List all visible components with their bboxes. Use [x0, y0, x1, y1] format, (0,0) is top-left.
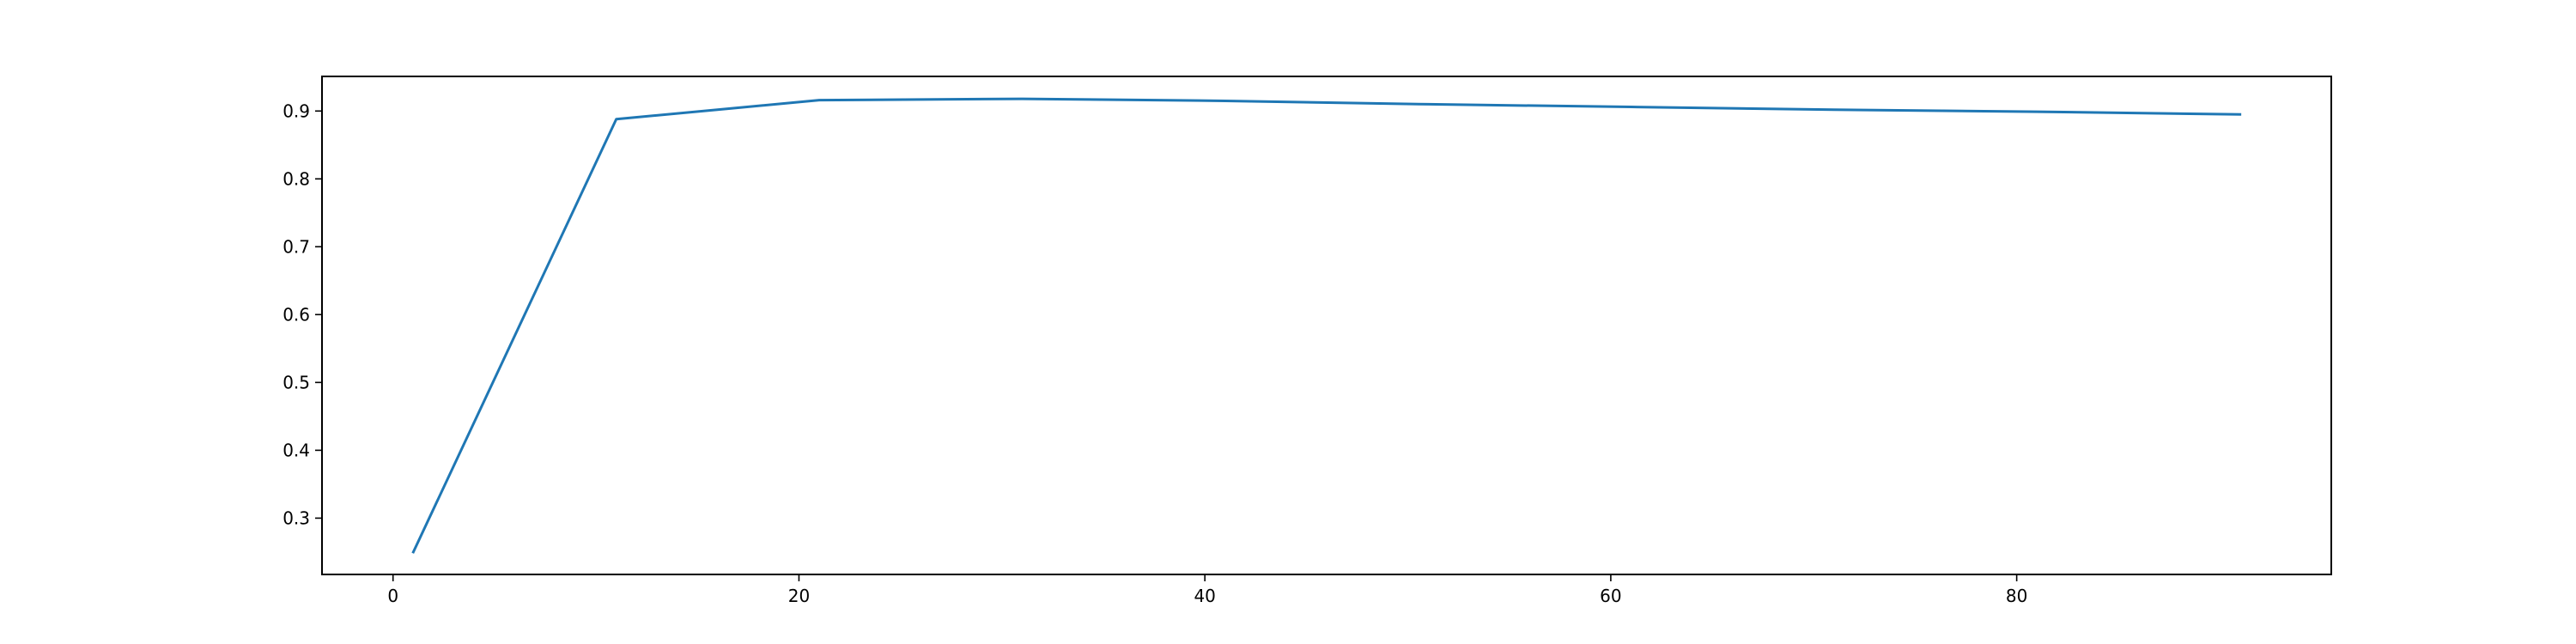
y-tick-label: 0.9 — [283, 100, 310, 121]
x-tick-label: 60 — [1600, 586, 1621, 606]
x-tick-label: 20 — [788, 586, 810, 606]
x-axis: 0 20 40 60 80 — [387, 574, 2027, 606]
y-axis: 0.3 0.4 0.5 0.6 0.7 0.8 0.9 — [283, 100, 322, 528]
y-tick-label: 0.3 — [283, 507, 310, 528]
plot-layer — [411, 97, 2242, 554]
y-tick-label: 0.7 — [283, 236, 310, 257]
series-line-0 — [411, 97, 2242, 554]
x-tick-label: 0 — [387, 586, 398, 606]
y-tick-label: 0.8 — [283, 168, 310, 189]
y-tick-label: 0.5 — [283, 372, 310, 392]
x-tick-label: 40 — [1194, 586, 1215, 606]
y-tick-label: 0.6 — [283, 304, 310, 325]
x-tick-label: 80 — [2006, 586, 2027, 606]
y-tick-label: 0.4 — [283, 440, 310, 460]
plot-frame — [321, 76, 2332, 575]
